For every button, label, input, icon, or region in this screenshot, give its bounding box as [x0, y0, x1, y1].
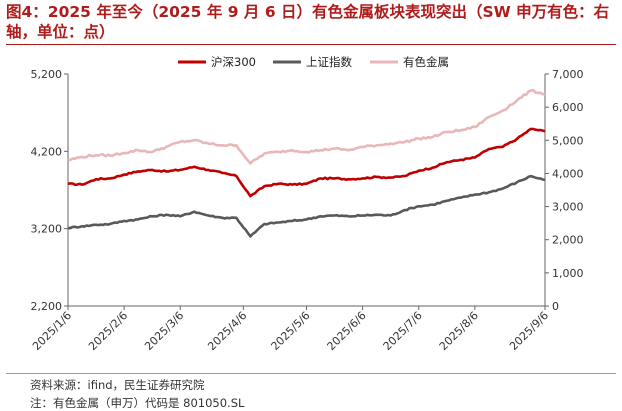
series-line-1 — [67, 174, 546, 238]
x-tick-label: 2025/9/6 — [507, 309, 551, 353]
x-tick-label: 2025/8/6 — [437, 309, 481, 353]
left-tick-label: 2,200 — [31, 300, 63, 313]
left-tick-label: 3,200 — [31, 223, 63, 236]
footer-rule — [6, 373, 616, 374]
code-note: 注：有色金属（申万）代码是 801050.SL — [30, 396, 245, 410]
chart-title: 图4：2025 年至今（2025 年 9 月 6 日）有色金属板块表现突出（SW… — [6, 3, 610, 41]
chart-legend: 沪深300 上证指数 有色金属 — [178, 55, 449, 69]
x-tick-label: 2025/1/6 — [30, 309, 74, 353]
right-tick-label: 0 — [552, 300, 559, 313]
x-tick-label: 2025/3/6 — [142, 309, 186, 353]
series-line-2 — [67, 88, 546, 165]
right-tick-label: 1,000 — [552, 267, 584, 280]
x-tick-label: 2025/5/6 — [268, 309, 312, 353]
right-tick-label: 2,000 — [552, 234, 584, 247]
legend-label: 有色金属 — [403, 55, 449, 69]
line-chart: 2,200 3,200 4,200 5,200 0 1,000 2,000 3,000 4,00… — [30, 55, 584, 353]
x-tick-label: 2025/4/6 — [205, 309, 249, 353]
right-tick-label: 6,000 — [552, 101, 584, 114]
left-tick-label: 5,200 — [31, 68, 63, 81]
x-tick-label: 2025/7/6 — [381, 309, 425, 353]
source-note: 资料来源：ifind，民生证券研究院 — [30, 378, 205, 392]
right-tick-label: 7,000 — [552, 68, 584, 81]
left-tick-label: 4,200 — [31, 145, 63, 158]
legend-label: 沪深300 — [211, 55, 256, 69]
title-rule — [6, 44, 616, 45]
right-tick-label: 3,000 — [552, 201, 584, 214]
series-line-0 — [67, 127, 546, 198]
right-tick-label: 4,000 — [552, 167, 584, 180]
chart-series — [67, 88, 546, 238]
x-tick-label: 2025/6/6 — [325, 309, 369, 353]
legend-label: 上证指数 — [306, 55, 352, 69]
right-tick-label: 5,000 — [552, 134, 584, 147]
x-tick-label: 2025/2/6 — [86, 309, 130, 353]
